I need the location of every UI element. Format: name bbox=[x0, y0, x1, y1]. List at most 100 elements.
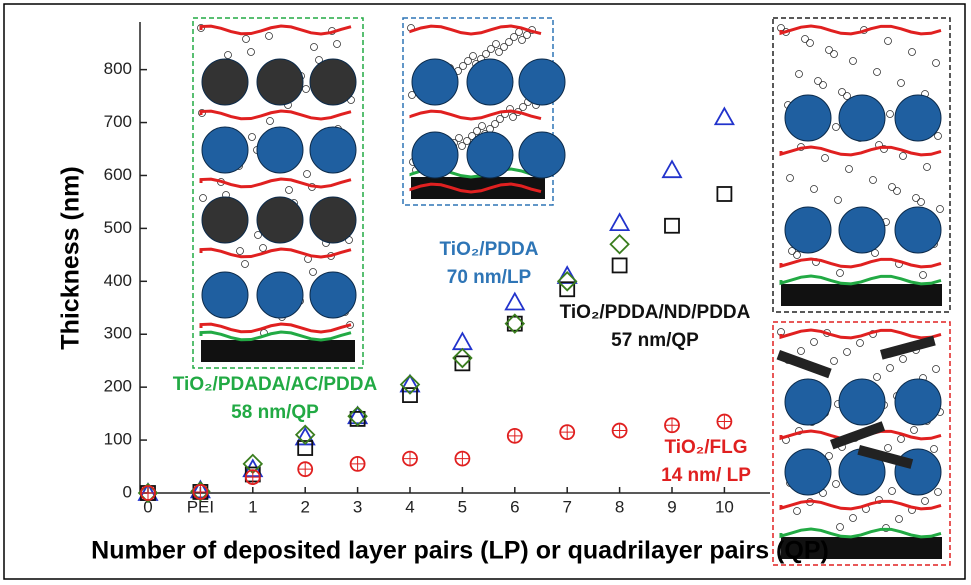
nanoparticle bbox=[256, 58, 304, 106]
polymer-chain bbox=[199, 247, 352, 259]
ion bbox=[838, 88, 846, 96]
ion bbox=[830, 357, 838, 365]
substrate bbox=[781, 537, 942, 559]
nanoparticle bbox=[838, 94, 886, 142]
ion bbox=[932, 59, 940, 67]
ion bbox=[884, 444, 892, 452]
ion bbox=[478, 122, 486, 130]
data-point bbox=[559, 281, 576, 298]
nanoparticle bbox=[466, 58, 514, 106]
ion bbox=[469, 52, 477, 60]
ion bbox=[505, 38, 513, 46]
ion bbox=[309, 268, 317, 276]
frame bbox=[3, 3, 966, 580]
polymer-chain bbox=[779, 328, 942, 340]
y-axis-title: Thickness (nm) bbox=[57, 166, 85, 349]
nanoparticle bbox=[201, 196, 249, 244]
nanoparticle bbox=[784, 378, 832, 426]
y-tick-label: 200 bbox=[104, 377, 132, 396]
ion bbox=[843, 92, 851, 100]
ion bbox=[873, 373, 881, 381]
data-point bbox=[609, 233, 630, 255]
ion bbox=[886, 110, 894, 118]
ion bbox=[500, 43, 508, 51]
nanoparticle bbox=[309, 126, 357, 174]
ion bbox=[333, 40, 341, 48]
ion bbox=[523, 31, 531, 39]
y-tick-label: 800 bbox=[104, 59, 132, 78]
data-point bbox=[661, 159, 683, 179]
data-point bbox=[451, 331, 473, 351]
ion bbox=[199, 194, 207, 202]
ion bbox=[492, 40, 500, 48]
plot: 0 100 200 300 400 500 600 700 800 0 PEI 1 2 3 4 5 6 7 8 9 10… bbox=[104, 22, 770, 516]
data-point bbox=[504, 313, 526, 334]
polymer-chain bbox=[409, 24, 542, 36]
nanoparticle bbox=[201, 58, 249, 106]
polymer-chain bbox=[199, 177, 352, 189]
ion bbox=[236, 247, 244, 255]
ion bbox=[923, 163, 931, 171]
data-point bbox=[399, 373, 421, 393]
data-point bbox=[294, 424, 316, 446]
polymer-chain bbox=[409, 109, 542, 121]
ion bbox=[310, 43, 318, 51]
ion bbox=[856, 339, 864, 347]
ion bbox=[254, 231, 262, 239]
polymer-chain bbox=[199, 330, 352, 342]
ion bbox=[830, 50, 838, 58]
ion bbox=[899, 355, 907, 363]
ion bbox=[788, 247, 796, 255]
ion bbox=[908, 48, 916, 56]
polymer-chain bbox=[199, 24, 352, 36]
ion bbox=[491, 120, 499, 128]
error-bar bbox=[245, 470, 260, 485]
x-tick-label: 8 bbox=[615, 497, 624, 516]
error-bar bbox=[403, 451, 417, 466]
ion bbox=[936, 205, 944, 213]
nanoparticle bbox=[201, 126, 249, 174]
data-point bbox=[713, 106, 735, 126]
nanoparticle bbox=[256, 271, 304, 319]
ion bbox=[473, 127, 481, 135]
x-axis-title: Number of deposited layer pairs (LP) or … bbox=[91, 537, 829, 565]
substrate bbox=[781, 284, 942, 306]
insets bbox=[192, 17, 951, 566]
data-point bbox=[452, 347, 473, 369]
nanoparticle bbox=[518, 58, 566, 106]
ion bbox=[832, 480, 840, 488]
ion bbox=[825, 46, 833, 54]
ion bbox=[821, 154, 829, 162]
error-bar bbox=[665, 418, 679, 433]
ion bbox=[884, 37, 892, 45]
nanoparticle bbox=[309, 58, 357, 106]
ion bbox=[932, 365, 940, 373]
polymer-chain bbox=[199, 322, 352, 334]
y-tick-label: 400 bbox=[104, 271, 132, 290]
ion bbox=[265, 32, 273, 40]
ion bbox=[455, 134, 463, 142]
ion bbox=[224, 51, 232, 59]
ion bbox=[912, 194, 920, 202]
ion bbox=[888, 183, 896, 191]
ion bbox=[198, 109, 206, 117]
ion bbox=[786, 174, 794, 182]
graphene-flake bbox=[880, 335, 936, 360]
data-point bbox=[716, 186, 733, 202]
error-bar bbox=[717, 414, 732, 429]
polymer-chain bbox=[779, 527, 942, 539]
nanoparticle bbox=[784, 206, 832, 254]
ion bbox=[482, 50, 490, 58]
ion bbox=[266, 117, 274, 125]
ion bbox=[897, 435, 905, 443]
x-tick-label: 2 bbox=[300, 497, 309, 516]
ion bbox=[832, 123, 840, 131]
x-tick-label: 7 bbox=[562, 497, 571, 516]
data-point bbox=[556, 265, 578, 284]
polymer-chain bbox=[779, 257, 942, 269]
ion bbox=[806, 39, 814, 47]
ion bbox=[487, 45, 495, 53]
data-point bbox=[504, 291, 526, 311]
series-rate: 70 nm/LP bbox=[447, 267, 532, 288]
ion bbox=[496, 115, 504, 123]
